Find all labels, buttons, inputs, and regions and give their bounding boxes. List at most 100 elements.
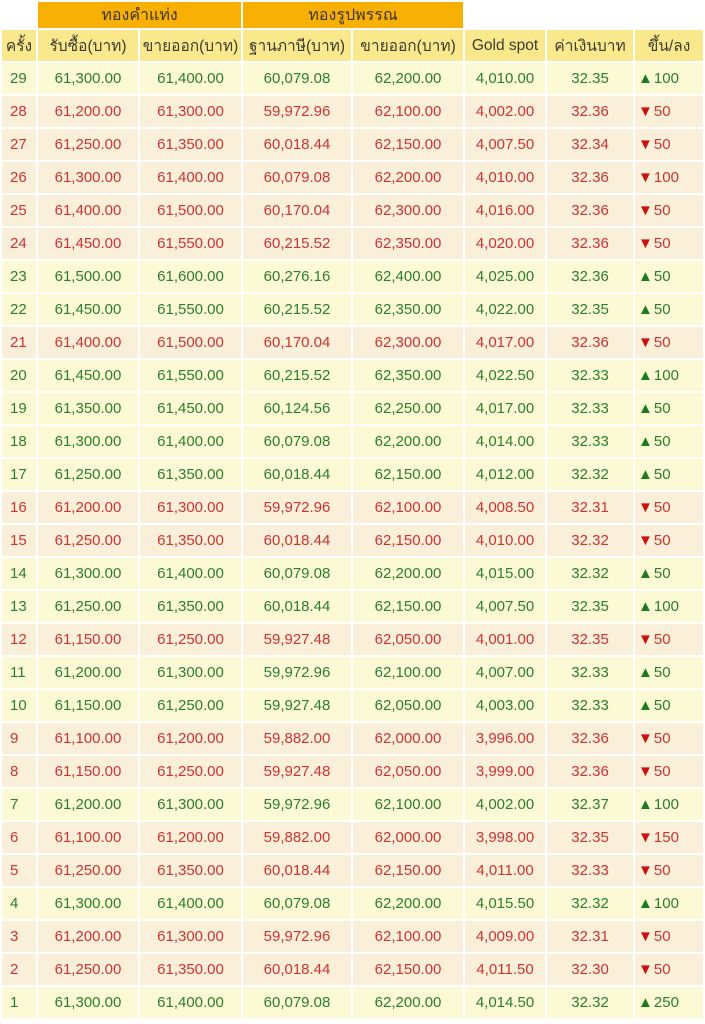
- change-cell: ▼50: [635, 327, 704, 358]
- bar-sell-cell: 61,300.00: [140, 96, 242, 127]
- up-arrow-icon: ▲: [638, 565, 653, 582]
- baht-rate-cell: 32.36: [547, 96, 634, 127]
- change-cell: ▲100: [635, 591, 704, 622]
- tax-base-cell: 60,018.44: [243, 591, 352, 622]
- bar-buy-cell: 61,200.00: [38, 96, 138, 127]
- bar-buy-cell: 61,300.00: [38, 558, 138, 589]
- tax-base-cell: 59,972.96: [243, 492, 352, 523]
- col-header-up-down: ขึ้น/ลง: [635, 30, 704, 61]
- change-cell: ▲100: [635, 360, 704, 391]
- bar-buy-cell: 61,200.00: [38, 789, 138, 820]
- gold-spot-cell: 4,002.00: [465, 789, 546, 820]
- up-arrow-icon: ▲: [638, 400, 653, 417]
- gold-spot-cell: 3,998.00: [465, 822, 546, 853]
- bar-buy-cell: 61,450.00: [38, 294, 138, 325]
- corner-blank-cell: [2, 2, 36, 28]
- baht-rate-cell: 32.36: [547, 162, 634, 193]
- change-cell: ▼50: [635, 492, 704, 523]
- gold-spot-cell: 4,008.50: [465, 492, 546, 523]
- baht-rate-cell: 32.36: [547, 723, 634, 754]
- gold-spot-cell: 3,996.00: [465, 723, 546, 754]
- change-value: 100: [653, 796, 679, 813]
- col-header-bar-buy: รับซื้อ(บาท): [38, 30, 138, 61]
- table-row: 29 61,300.00 61,400.00 60,079.08 62,200.00 4,…: [2, 63, 704, 94]
- ornament-sell-cell: 62,250.00: [353, 393, 464, 424]
- table-row: 16 61,200.00 61,300.00 59,972.96 62,100.00 4,…: [2, 492, 704, 523]
- bar-buy-cell: 61,200.00: [38, 492, 138, 523]
- ornament-sell-cell: 62,200.00: [353, 558, 464, 589]
- col-header-tax-base: ฐานภาษี(บาท): [243, 30, 352, 61]
- tax-base-cell: 60,215.52: [243, 360, 352, 391]
- change-cell: ▼50: [635, 525, 704, 556]
- change-value: 50: [653, 565, 671, 582]
- gold-spot-cell: 4,010.00: [465, 63, 546, 94]
- down-arrow-icon: ▼: [638, 103, 653, 120]
- baht-rate-cell: 32.33: [547, 393, 634, 424]
- change-value: 250: [653, 994, 679, 1011]
- baht-rate-cell: 32.35: [547, 63, 634, 94]
- col-header-round: ครั้ง: [2, 30, 36, 61]
- ornament-sell-cell: 62,300.00: [353, 327, 464, 358]
- bar-sell-cell: 61,250.00: [140, 624, 242, 655]
- gold-spot-cell: 4,009.00: [465, 921, 546, 952]
- baht-rate-cell: 32.37: [547, 789, 634, 820]
- table-row: 20 61,450.00 61,550.00 60,215.52 62,350.00 4,…: [2, 360, 704, 391]
- bar-sell-cell: 61,200.00: [140, 822, 242, 853]
- bar-sell-cell: 61,350.00: [140, 855, 242, 886]
- change-cell: ▲100: [635, 789, 704, 820]
- down-arrow-icon: ▼: [638, 862, 653, 879]
- tax-base-cell: 60,124.56: [243, 393, 352, 424]
- bar-sell-cell: 61,300.00: [140, 492, 242, 523]
- table-row: 1 61,300.00 61,400.00 60,079.08 62,200.00 4,0…: [2, 987, 704, 1018]
- bar-buy-cell: 61,250.00: [38, 954, 138, 985]
- ornament-sell-cell: 62,100.00: [353, 492, 464, 523]
- round-cell: 29: [2, 63, 36, 94]
- bar-sell-cell: 61,350.00: [140, 129, 242, 160]
- col-header-bar-sell: ขายออก(บาท): [140, 30, 242, 61]
- up-arrow-icon: ▲: [638, 895, 653, 912]
- bar-buy-cell: 61,200.00: [38, 921, 138, 952]
- change-cell: ▲50: [635, 657, 704, 688]
- change-value: 100: [653, 367, 679, 384]
- up-arrow-icon: ▲: [638, 796, 653, 813]
- col-header-gold-spot: Gold spot: [465, 30, 546, 61]
- change-value: 100: [653, 598, 679, 615]
- round-cell: 3: [2, 921, 36, 952]
- ornament-sell-cell: 62,200.00: [353, 426, 464, 457]
- change-cell: ▼50: [635, 624, 704, 655]
- round-cell: 6: [2, 822, 36, 853]
- change-cell: ▲50: [635, 261, 704, 292]
- down-arrow-icon: ▼: [638, 202, 653, 219]
- tax-base-cell: 60,079.08: [243, 558, 352, 589]
- bar-sell-cell: 61,400.00: [140, 63, 242, 94]
- bar-buy-cell: 61,300.00: [38, 426, 138, 457]
- change-value: 50: [653, 961, 671, 978]
- tax-base-cell: 60,079.08: [243, 426, 352, 457]
- round-cell: 19: [2, 393, 36, 424]
- ornament-sell-cell: 62,000.00: [353, 723, 464, 754]
- bar-sell-cell: 61,500.00: [140, 195, 242, 226]
- tax-base-cell: 60,018.44: [243, 129, 352, 160]
- down-arrow-icon: ▼: [638, 532, 653, 549]
- table-row: 2 61,250.00 61,350.00 60,018.44 62,150.00 4,0…: [2, 954, 704, 985]
- round-cell: 10: [2, 690, 36, 721]
- change-cell: ▲50: [635, 459, 704, 490]
- table-row: 17 61,250.00 61,350.00 60,018.44 62,150.00 4,…: [2, 459, 704, 490]
- tax-base-cell: 59,882.00: [243, 822, 352, 853]
- table-row: 18 61,300.00 61,400.00 60,079.08 62,200.00 4,…: [2, 426, 704, 457]
- up-arrow-icon: ▲: [638, 697, 653, 714]
- down-arrow-icon: ▼: [638, 829, 653, 846]
- tax-base-cell: 59,972.96: [243, 657, 352, 688]
- table-row: 27 61,250.00 61,350.00 60,018.44 62,150.00 4,…: [2, 129, 704, 160]
- tax-base-cell: 60,170.04: [243, 195, 352, 226]
- bar-sell-cell: 61,600.00: [140, 261, 242, 292]
- baht-rate-cell: 32.35: [547, 294, 634, 325]
- up-arrow-icon: ▲: [638, 301, 653, 318]
- bar-sell-cell: 61,350.00: [140, 525, 242, 556]
- bar-sell-cell: 61,550.00: [140, 228, 242, 259]
- round-cell: 7: [2, 789, 36, 820]
- round-cell: 12: [2, 624, 36, 655]
- bar-buy-cell: 61,400.00: [38, 195, 138, 226]
- ornament-sell-cell: 62,150.00: [353, 525, 464, 556]
